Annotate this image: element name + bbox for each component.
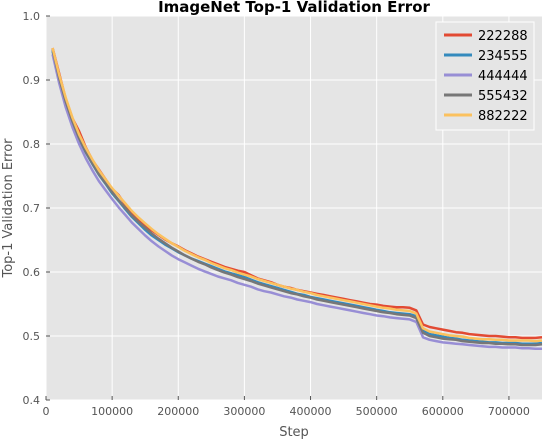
y-tick-label: 0.8 xyxy=(23,138,41,151)
x-tick-label: 100000 xyxy=(91,405,133,418)
y-tick-label: 1.0 xyxy=(23,10,41,23)
x-tick-label: 400000 xyxy=(290,405,332,418)
y-tick-label: 0.4 xyxy=(23,394,41,407)
y-axis-label: Top-1 Validation Error xyxy=(1,138,16,279)
y-tick-label: 0.6 xyxy=(23,266,41,279)
legend-label-234555: 234555 xyxy=(478,49,528,64)
chart-title: ImageNet Top-1 Validation Error xyxy=(158,0,430,16)
legend-label-555432: 555432 xyxy=(478,89,528,104)
y-tick-label: 0.9 xyxy=(23,74,41,87)
series-lines xyxy=(51,47,543,351)
y-tick-label: 0.5 xyxy=(23,330,41,343)
x-tick-label: 300000 xyxy=(223,405,265,418)
series-line-444444 xyxy=(51,54,542,351)
series-line-882222 xyxy=(51,47,543,343)
legend-label-444444: 444444 xyxy=(478,69,528,84)
x-tick-label: 600000 xyxy=(422,405,464,418)
series-line-555432 xyxy=(51,49,543,347)
x-tick-label: 200000 xyxy=(157,405,199,418)
x-tick-label: 700000 xyxy=(488,405,530,418)
legend-label-882222: 882222 xyxy=(478,109,528,124)
x-tick-label: 0 xyxy=(43,405,50,418)
y-tick-label: 0.7 xyxy=(23,202,41,215)
x-axis-label: Step xyxy=(279,425,309,440)
legend: 222288 234555 444444 555432 882222 xyxy=(435,21,535,131)
x-tick-label: 500000 xyxy=(356,405,398,418)
legend-label-222288: 222288 xyxy=(478,29,528,44)
axis-ticks: 0 100000 200000 300000 400000 500000 600000 700… xyxy=(23,10,530,418)
